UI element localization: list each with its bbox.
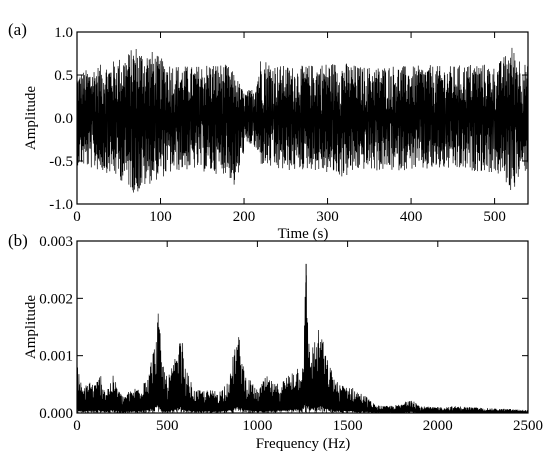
- x-tick-label: 300: [316, 209, 339, 225]
- panel-a: (a) 0 100 200 300 400 500 -1.0 -0.5 0.0 0.5 1.0 T…: [8, 20, 529, 242]
- panel-b: (b) 0 500 1000 1500 2000 2500 0.000 0.001 0.002…: [8, 231, 543, 452]
- x-tick-label: 0: [73, 418, 81, 434]
- panel-b-y-ticks: 0.000 0.001 0.002 0.003: [39, 234, 528, 422]
- x-tick-label: 400: [400, 209, 423, 225]
- y-tick-label: 0.5: [54, 68, 73, 84]
- panel-b-label: (b): [8, 231, 28, 250]
- y-tick-label: 0.001: [39, 349, 73, 365]
- series-line: [76, 275, 529, 414]
- x-tick-label: 0: [73, 209, 81, 225]
- y-tick-label: 1.0: [54, 25, 73, 41]
- panel-a-y-ticks: -1.0 -0.5 0.0 0.5 1.0: [49, 25, 528, 213]
- x-tick-label: 100: [149, 209, 172, 225]
- series-line: [76, 47, 529, 193]
- x-tick-label: 500: [483, 209, 506, 225]
- panel-a-x-ticks: 0 100 200 300 400 500: [73, 32, 506, 225]
- x-tick-label: 1500: [333, 418, 363, 434]
- panel-a-label: (a): [8, 20, 27, 39]
- y-tick-label: 0.000: [39, 406, 73, 422]
- y-tick-label: -1.0: [49, 197, 73, 213]
- panel-a-y-axis-title: Amplitude: [23, 86, 39, 151]
- y-tick-label: -0.5: [49, 154, 73, 170]
- panel-a-signal: [76, 47, 529, 193]
- y-tick-label: 0.0: [54, 111, 73, 127]
- x-tick-label: 2500: [513, 418, 543, 434]
- panel-b-y-axis-title: Amplitude: [23, 295, 39, 360]
- x-tick-label: 500: [156, 418, 179, 434]
- y-tick-label: 0.002: [39, 291, 73, 307]
- y-tick-label: 0.003: [39, 234, 73, 250]
- panel-b-spectrum: [76, 263, 529, 414]
- panel-b-frame: [76, 240, 529, 414]
- panel-b-x-axis-title: Frequency (Hz): [256, 436, 351, 452]
- x-tick-label: 1000: [242, 418, 272, 434]
- x-tick-label: 200: [233, 209, 256, 225]
- panel-a-x-axis-title: Time (s): [278, 226, 329, 242]
- x-tick-label: 2000: [423, 418, 453, 434]
- panel-b-x-ticks: 0 500 1000 1500 2000 2500: [73, 241, 543, 434]
